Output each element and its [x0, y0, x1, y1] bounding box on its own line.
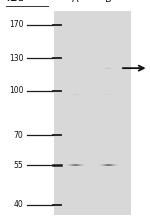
Text: B: B — [105, 0, 111, 4]
Bar — [54, 11, 130, 215]
Text: A: A — [72, 0, 78, 4]
Text: 55: 55 — [14, 161, 23, 170]
Text: 130: 130 — [9, 54, 23, 63]
Text: 170: 170 — [9, 20, 23, 29]
Text: 40: 40 — [14, 200, 23, 209]
Text: 100: 100 — [9, 86, 23, 95]
Text: 70: 70 — [14, 131, 23, 140]
Text: KDa: KDa — [6, 0, 24, 3]
